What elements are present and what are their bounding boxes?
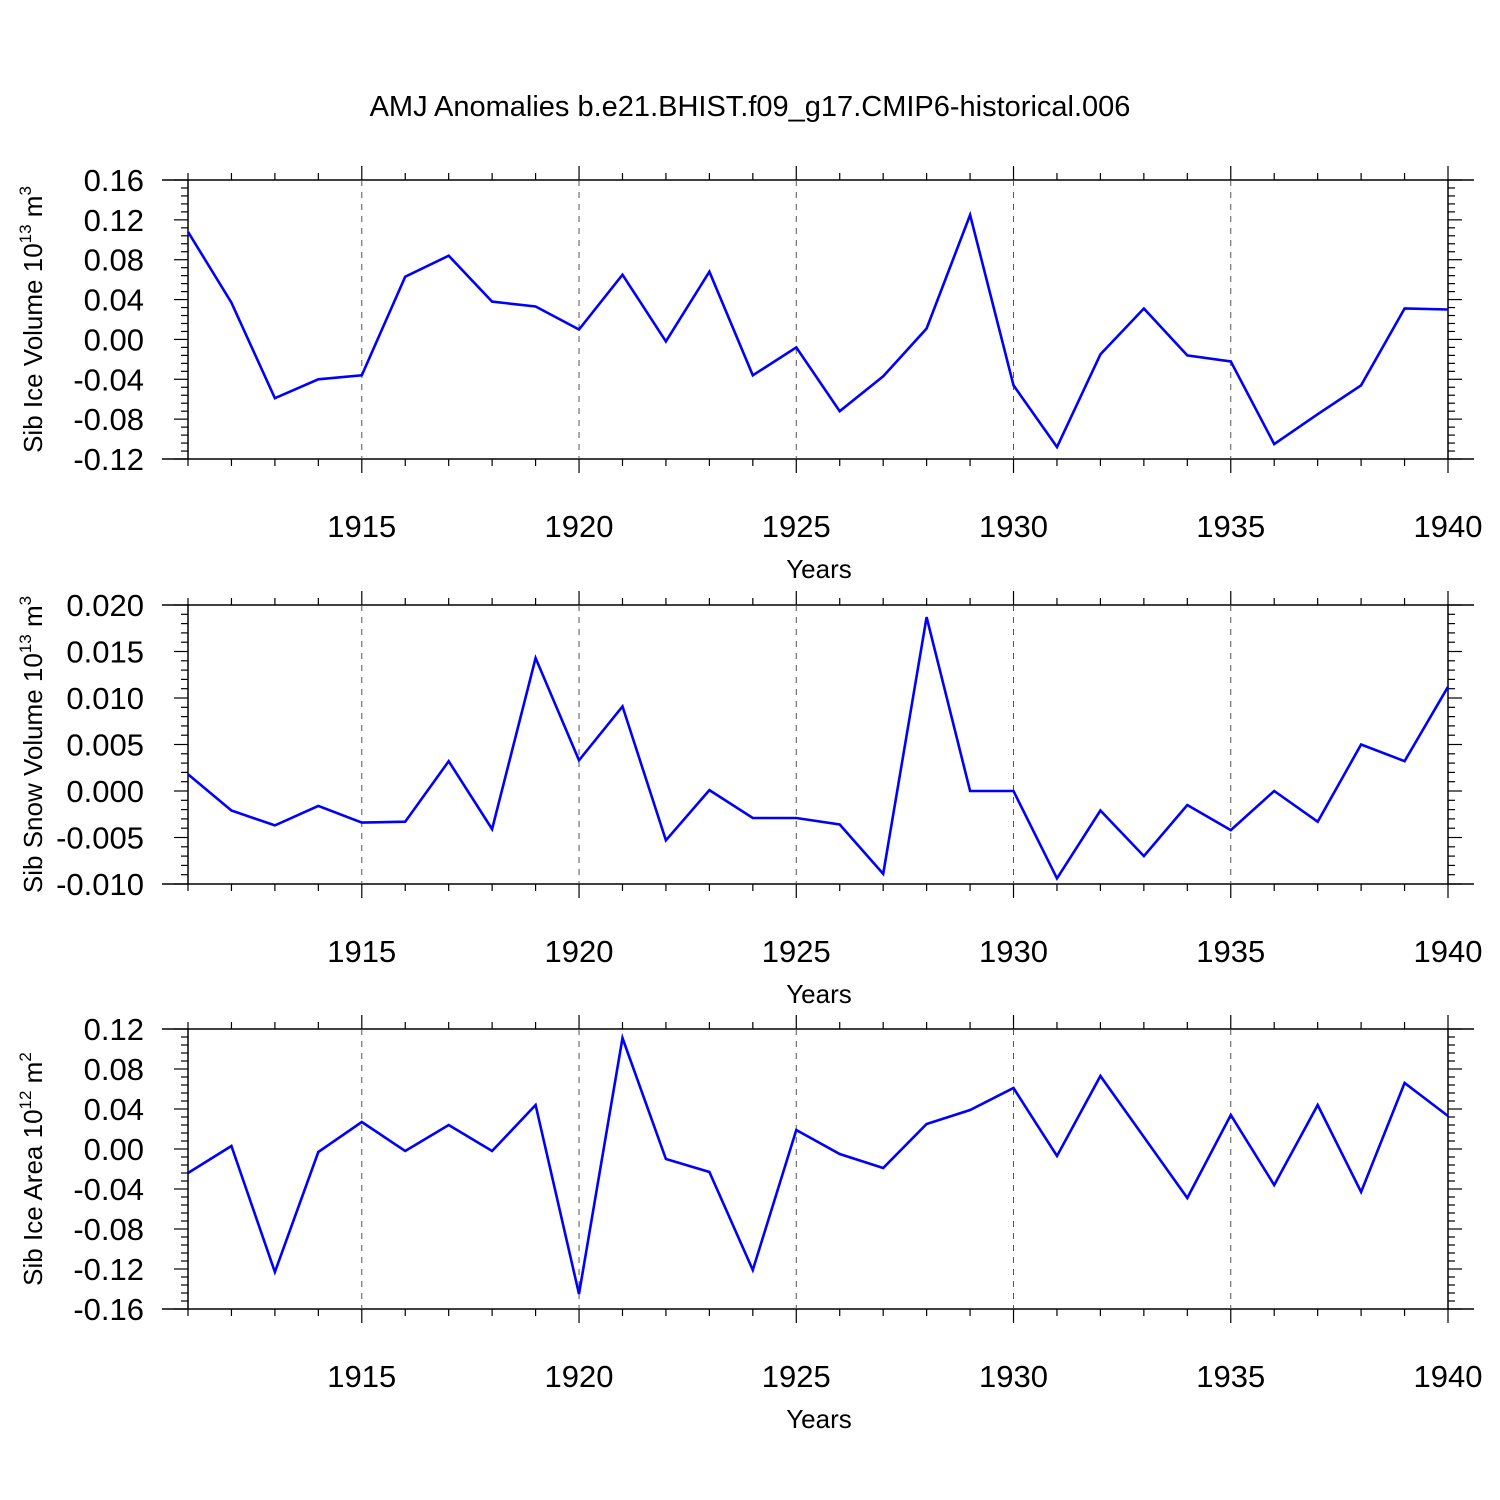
x-axis-title: Years: [786, 1404, 852, 1434]
y-axis-title-main: Sib Ice Volume 10: [18, 243, 48, 453]
y-tick-label: -0.12: [73, 442, 144, 477]
y-tick-label: 0.00: [84, 322, 144, 357]
y-axis-title-unit: m: [18, 196, 48, 225]
x-tick-label: 1920: [545, 1359, 614, 1394]
x-tick-label: 1925: [762, 1359, 831, 1394]
x-tick-label: 1935: [1196, 509, 1265, 544]
y-axis-title-exponent: 13: [16, 634, 35, 653]
x-tick-label: 1940: [1414, 509, 1483, 544]
y-tick-label: -0.04: [73, 1172, 144, 1207]
y-tick-label: -0.16: [73, 1292, 144, 1327]
x-tick-label: 1920: [545, 934, 614, 969]
y-axis-title-main: Sib Ice Area 10: [18, 1109, 48, 1285]
series-line: [187, 1032, 1449, 1295]
y-tick-label: -0.08: [73, 1212, 144, 1247]
y-tick-label: 0.04: [84, 283, 144, 318]
y-axis-title-unit: m: [18, 1062, 48, 1091]
x-tick-label: 1915: [327, 934, 396, 969]
panels: 1915 1920 1925 1930 1935 1940 0.16 0.12 0.08 0.04…: [16, 163, 1482, 1434]
x-tick-label: 1930: [979, 1359, 1048, 1394]
chart-panel-3: 1915 1920 1925 1930 1935 1940 0.12 0.08 0.04 0.00…: [16, 1012, 1482, 1434]
x-tick-label: 1935: [1196, 934, 1265, 969]
y-axis-title-unit-exponent: 2: [16, 1052, 35, 1061]
x-tick-label: 1920: [545, 509, 614, 544]
figure-title: AMJ Anomalies b.e21.BHIST.f09_g17.CMIP6-…: [370, 91, 1131, 123]
y-tick-label: 0.08: [84, 1052, 144, 1087]
y-axis-title: Sib Ice Area 1012 m2: [16, 1052, 48, 1286]
y-tick-label: 0.00: [84, 1132, 144, 1167]
y-axis-title-exponent: 12: [16, 1091, 35, 1110]
x-tick-label: 1915: [327, 1359, 396, 1394]
x-axis-title: Years: [786, 554, 852, 584]
y-tick-label: -0.12: [73, 1252, 144, 1287]
y-axis-title-unit-exponent: 3: [16, 186, 35, 195]
y-tick-label: 0.16: [84, 163, 144, 198]
x-tick-label: 1915: [327, 509, 396, 544]
y-axis-title: Sib Snow Volume 1013 m3: [16, 596, 48, 893]
y-tick-label: 0.010: [66, 681, 144, 716]
x-tick-label: 1930: [979, 934, 1048, 969]
x-tick-label: 1930: [979, 509, 1048, 544]
x-tick-label: 1925: [762, 509, 831, 544]
series-line: [186, 210, 1449, 450]
y-axis-title-main: Sib Snow Volume 10: [18, 653, 48, 893]
y-tick-label: -0.005: [56, 821, 144, 856]
y-tick-label: 0.08: [84, 243, 144, 278]
x-tick-label: 1925: [762, 934, 831, 969]
y-tick-label: 0.005: [66, 728, 144, 763]
y-tick-label: 0.020: [66, 588, 144, 623]
y-axis-title-unit: m: [18, 605, 48, 634]
y-axis-title-exponent: 13: [16, 224, 35, 243]
y-tick-label: 0.015: [66, 635, 144, 670]
y-tick-label: -0.04: [73, 362, 144, 397]
y-axis-title-unit-exponent: 3: [16, 596, 35, 605]
x-tick-label: 1935: [1196, 1359, 1265, 1394]
y-tick-label: -0.010: [56, 867, 144, 902]
y-tick-label: -0.08: [73, 402, 144, 437]
series-line: [187, 616, 1450, 882]
chart-panel-1: 1915 1920 1925 1930 1935 1940 0.16 0.12 0.08 0.04…: [16, 163, 1482, 584]
y-tick-label: 0.04: [84, 1092, 144, 1127]
y-tick-label: 0.12: [84, 1012, 144, 1047]
y-tick-label: 0.000: [66, 774, 144, 809]
x-axis-title: Years: [786, 979, 852, 1009]
x-tick-label: 1940: [1414, 934, 1483, 969]
y-tick-label: 0.12: [84, 203, 144, 238]
chart-panel-2: 1915 1920 1925 1930 1935 1940 0.020 0.015 0.010 0…: [16, 588, 1482, 1009]
x-tick-label: 1940: [1414, 1359, 1483, 1394]
y-axis-title: Sib Ice Volume 1013 m3: [16, 186, 48, 453]
